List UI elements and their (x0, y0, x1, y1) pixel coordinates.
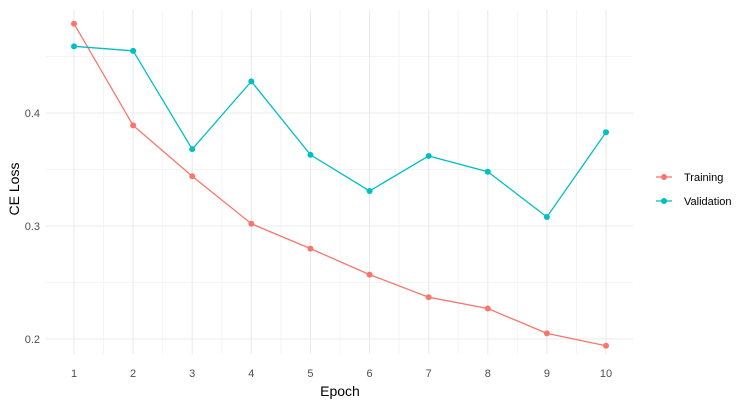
x-tick-label: 3 (189, 368, 195, 380)
validation-point (189, 146, 196, 153)
validation-line (73, 45, 607, 218)
x-tick-label: 7 (426, 368, 432, 380)
x-tick-labels: 1 2 3 4 5 6 7 8 9 10 (71, 368, 612, 380)
major-gridlines (46, 10, 633, 354)
x-tick-label: 5 (307, 368, 313, 380)
minor-gridlines (46, 10, 633, 354)
legend-item-validation: Validation (656, 196, 732, 208)
legend-label-validation: Validation (684, 196, 732, 208)
x-tick-label: 8 (485, 368, 491, 380)
training-point (484, 305, 491, 312)
y-tick-label: 0.2 (25, 334, 40, 346)
x-tick-label: 4 (248, 368, 254, 380)
validation-point (366, 187, 373, 194)
x-tick-label: 9 (544, 368, 550, 380)
legend-item-training: Training (656, 172, 723, 184)
legend-key-point (661, 174, 667, 180)
x-tick-label: 10 (600, 368, 612, 380)
validation-point (484, 168, 491, 175)
training-point (603, 342, 609, 349)
x-tick-label: 2 (130, 368, 136, 380)
training-point (366, 271, 373, 278)
series-training (71, 20, 609, 349)
training-point (307, 245, 314, 252)
validation-point (130, 47, 137, 54)
training-point (543, 330, 550, 337)
validation-point (248, 78, 255, 85)
x-tick-label: 1 (71, 368, 77, 380)
validation-point (543, 213, 550, 220)
y-tick-label: 0.3 (25, 221, 40, 233)
x-tick-label: 6 (366, 368, 372, 380)
legend: Training Validation (656, 172, 732, 208)
legend-key-point (661, 198, 667, 204)
training-point (189, 173, 196, 180)
x-axis-title: Epoch (320, 383, 360, 399)
validation-point (425, 152, 432, 159)
series-layer (71, 20, 609, 349)
validation-point (307, 151, 314, 158)
y-axis-title: CE Loss (6, 163, 22, 216)
training-point (130, 122, 137, 129)
series-validation (71, 43, 609, 220)
legend-label-training: Training (684, 172, 723, 184)
y-tick-label: 0.4 (25, 108, 40, 120)
training-point (425, 294, 432, 301)
validation-point (603, 129, 609, 136)
validation-point (71, 43, 77, 50)
training-line (73, 23, 607, 347)
training-point (71, 20, 77, 27)
training-point (248, 220, 255, 227)
y-tick-labels: 0.2 0.3 0.4 (25, 108, 40, 346)
